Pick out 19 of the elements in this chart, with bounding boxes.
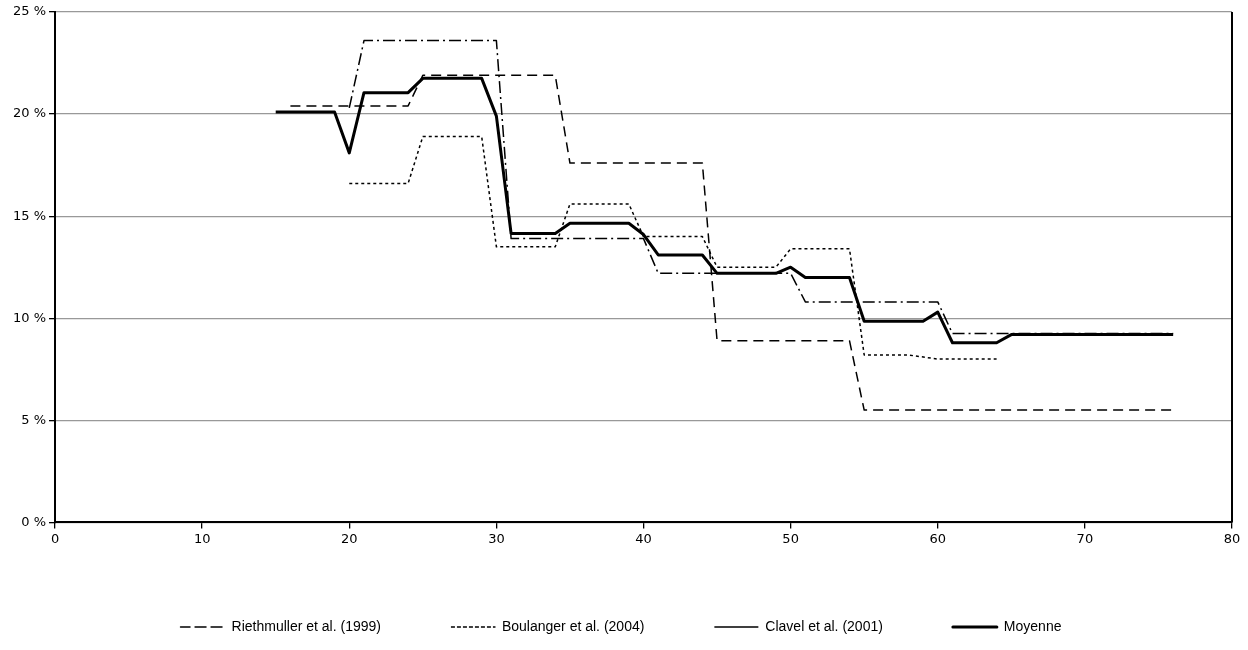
x-tick-label: 10 <box>193 530 211 546</box>
y-tick-label: 0 % <box>21 513 47 529</box>
legend-label: Boulanger et al. (2004) <box>501 617 645 634</box>
x-tick-label: 50 <box>782 530 799 546</box>
x-tick-label: 40 <box>635 530 652 546</box>
x-tick-label: 60 <box>929 530 947 546</box>
x-tick-label: 20 <box>341 530 358 546</box>
legend-label: Riethmuller et al. (1999) <box>231 617 381 634</box>
x-tick-label: 30 <box>488 530 505 546</box>
x-tick-label: 0 <box>50 530 60 546</box>
x-tick-label: 80 <box>1223 530 1241 546</box>
y-tick-label: 20 % <box>13 105 47 121</box>
legend-label: Clavel et al. (2001) <box>765 617 883 634</box>
y-tick-label: 25 % <box>13 3 47 19</box>
legend-label: Moyenne <box>1003 617 1062 634</box>
y-tick-label: 10 % <box>13 309 47 325</box>
y-tick-label: 15 % <box>13 207 47 223</box>
x-tick-label: 70 <box>1076 530 1094 546</box>
y-tick-label: 5 % <box>21 411 47 427</box>
